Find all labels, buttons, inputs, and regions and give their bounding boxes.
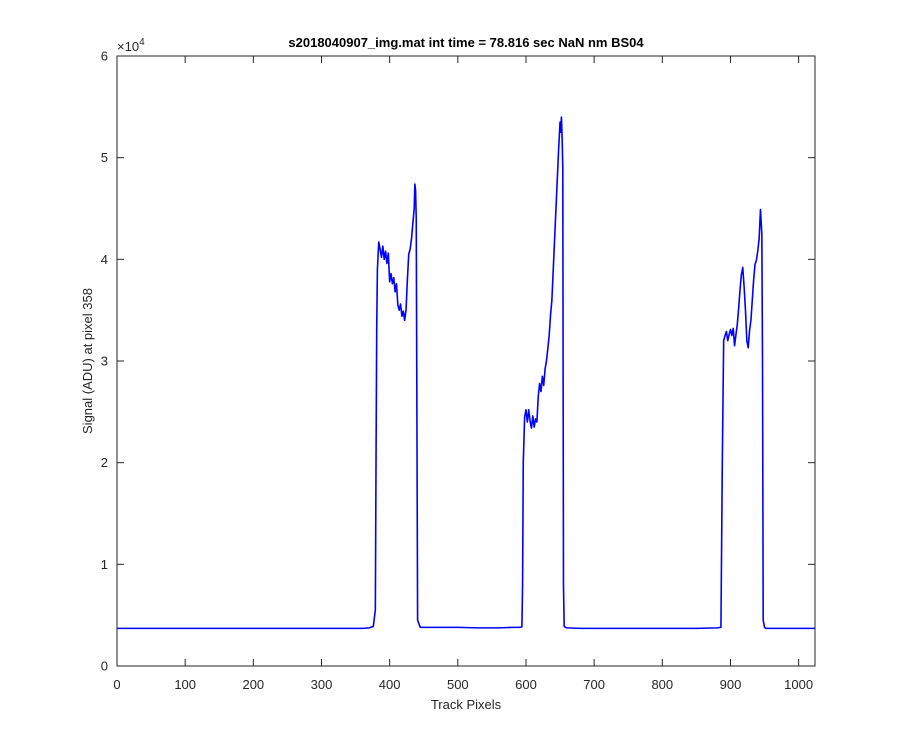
y-tick-label: 5: [101, 150, 108, 165]
y-exponent-base: ×10: [117, 39, 139, 54]
y-tick-label: 2: [101, 455, 108, 470]
y-tick-label: 6: [101, 49, 108, 64]
y-tick-label: 0: [101, 659, 108, 674]
plot-frame: [116, 55, 816, 667]
x-tick-label: 400: [379, 677, 401, 692]
x-tick-label: 900: [720, 677, 742, 692]
x-tick-label: 1000: [784, 677, 813, 692]
y-exponent-label: ×104: [117, 37, 145, 54]
x-tick-label: 700: [583, 677, 605, 692]
plot-background: [117, 56, 815, 666]
x-tick-labels: 0 100 200 300 400 500 600 700 800 900 1000: [113, 677, 813, 692]
x-tick-label: 200: [242, 677, 264, 692]
y-exponent-power: 4: [139, 37, 145, 48]
x-tick-label: 300: [311, 677, 333, 692]
x-tick-label: 0: [113, 677, 120, 692]
chart-title: s2018040907_img.mat int time = 78.816 se…: [288, 35, 644, 50]
x-tick-label: 100: [174, 677, 196, 692]
y-tick-label: 3: [101, 354, 108, 369]
y-axis-label: Signal (ADU) at pixel 358: [80, 288, 95, 434]
y-tick-labels: 0 1 2 3 4 5 6: [101, 49, 108, 674]
x-tick-label: 500: [447, 677, 469, 692]
y-tick-label: 4: [101, 252, 108, 267]
series-line: [117, 116, 815, 630]
x-axis-label: Track Pixels: [431, 697, 502, 712]
y-tick-label: 1: [101, 557, 108, 572]
x-tick-label: 600: [515, 677, 537, 692]
x-tick-label: 800: [651, 677, 673, 692]
